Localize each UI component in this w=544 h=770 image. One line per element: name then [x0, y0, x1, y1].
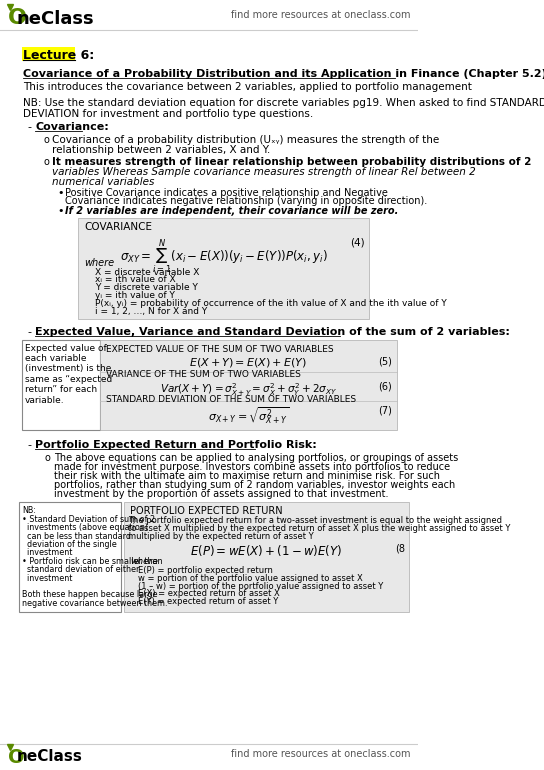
- Text: O: O: [8, 748, 24, 768]
- Text: Covariance:: Covariance:: [35, 122, 109, 132]
- Text: STANDARD DEVIATION OF THE SUM OF TWO VARIABLES: STANDARD DEVIATION OF THE SUM OF TWO VAR…: [106, 395, 356, 404]
- Text: • Portfolio risk can be smaller than: • Portfolio risk can be smaller than: [22, 557, 163, 566]
- Text: -: -: [28, 122, 32, 132]
- Text: o: o: [43, 136, 49, 146]
- Text: yᵢ = ith value of Y: yᵢ = ith value of Y: [95, 291, 175, 300]
- Text: Both these happen because large: Both these happen because large: [22, 591, 158, 599]
- FancyBboxPatch shape: [19, 501, 121, 612]
- Text: where: where: [130, 557, 158, 566]
- FancyBboxPatch shape: [100, 340, 397, 430]
- Text: variables Whereas Sample covariance measures strength of linear Rel between 2: variables Whereas Sample covariance meas…: [52, 167, 476, 177]
- Text: neClass: neClass: [17, 10, 95, 28]
- Text: neClass: neClass: [17, 749, 83, 765]
- Text: X = discrete variable X: X = discrete variable X: [95, 267, 200, 276]
- Text: Covariance of a Probability Distribution and its Application in Finance (Chapter: Covariance of a Probability Distribution…: [23, 69, 544, 79]
- Text: Portfolio Expected Return and Portfolio Risk:: Portfolio Expected Return and Portfolio …: [35, 440, 317, 450]
- Text: E(X) = expected return of asset X: E(X) = expected return of asset X: [138, 589, 280, 598]
- Text: $E(P) = wE(X) + (1 - w)E(Y)$: $E(P) = wE(X) + (1 - w)E(Y)$: [190, 543, 343, 558]
- Text: (4): (4): [350, 238, 364, 248]
- Text: $E(X + Y) = E(X) + E(Y)$: $E(X + Y) = E(X) + E(Y)$: [189, 357, 307, 370]
- Text: xᵢ = ith value of X: xᵢ = ith value of X: [95, 276, 176, 284]
- Text: PORTFOLIO EXPECTED RETURN: PORTFOLIO EXPECTED RETURN: [130, 507, 283, 517]
- Text: find more resources at oneclass.com: find more resources at oneclass.com: [231, 749, 411, 759]
- Text: can be less than standard: can be less than standard: [22, 531, 131, 541]
- Text: find more resources at oneclass.com: find more resources at oneclass.com: [231, 10, 411, 20]
- Text: investment: investment: [22, 548, 73, 557]
- Text: Lecture 6:: Lecture 6:: [23, 49, 94, 62]
- Text: Covariance indicates negative relationship (varying in opposite direction).: Covariance indicates negative relationsh…: [65, 196, 427, 206]
- Text: o: o: [43, 157, 49, 167]
- Text: E(Y) = expected return of asset Y: E(Y) = expected return of asset Y: [138, 598, 278, 606]
- Text: -: -: [28, 440, 32, 450]
- FancyBboxPatch shape: [22, 340, 100, 430]
- Text: $\sigma_{XY} = \sum_{i=1}^{N}(x_i - E(X))(y_i - E(Y))P(x_i,y_i)$: $\sigma_{XY} = \sum_{i=1}^{N}(x_i - E(X)…: [120, 238, 327, 276]
- Text: to asset X multiplied by the expected return of asset X plus the weight assigned: to asset X multiplied by the expected re…: [128, 524, 510, 534]
- Text: $Var(X + Y) = \sigma^2_{X+Y} = \sigma^2_X + \sigma^2_Y + 2\sigma_{XY}$: $Var(X + Y) = \sigma^2_{X+Y} = \sigma^2_…: [160, 381, 337, 398]
- Text: (8: (8: [394, 543, 405, 553]
- Text: (5): (5): [379, 357, 392, 367]
- Text: o: o: [45, 454, 51, 464]
- Text: DEVIATION for investment and portfolio type questions.: DEVIATION for investment and portfolio t…: [23, 109, 313, 119]
- Text: NB: Use the standard deviation equation for discrete variables pg19. When asked : NB: Use the standard deviation equation …: [23, 98, 544, 108]
- Text: w = portion of the portfolio value assigned to asset X: w = portion of the portfolio value assig…: [138, 574, 362, 583]
- Text: COVARIANCE: COVARIANCE: [85, 223, 153, 232]
- Text: P(xᵢ, yᵢ) = probability of occurrence of the ith value of X and the ith value of: P(xᵢ, yᵢ) = probability of occurrence of…: [95, 300, 447, 308]
- Text: made for investment purpose. Investors combine assets into portfolios to reduce: made for investment purpose. Investors c…: [54, 462, 450, 472]
- Text: portfolios, rather than studying sum of 2 random variables, investor weights eac: portfolios, rather than studying sum of …: [54, 480, 455, 490]
- Text: Expected value of
each variable
(investment) is the
same as “expected
return” fo: Expected value of each variable (investm…: [24, 343, 112, 404]
- FancyBboxPatch shape: [78, 218, 369, 319]
- Text: Covariance of a probability distribution (Uₓᵧ) measures the strength of the: Covariance of a probability distribution…: [52, 136, 440, 146]
- Text: E(P) = portfolio expected return: E(P) = portfolio expected return: [138, 566, 273, 574]
- FancyBboxPatch shape: [22, 48, 76, 61]
- Text: •: •: [57, 206, 64, 216]
- Text: deviation of the single: deviation of the single: [22, 540, 117, 549]
- Text: Expected Value, Variance and Standard Deviation of the sum of 2 variables:: Expected Value, Variance and Standard De…: [35, 326, 510, 336]
- Text: relationship between 2 variables, X and Y.: relationship between 2 variables, X and …: [52, 145, 270, 155]
- Text: VARIANCE OF THE SUM OF TWO VARIABLES: VARIANCE OF THE SUM OF TWO VARIABLES: [106, 370, 301, 380]
- Text: negative covariance between them.: negative covariance between them.: [22, 599, 168, 608]
- Text: investment: investment: [22, 574, 73, 583]
- Text: numerical variables: numerical variables: [52, 177, 154, 187]
- FancyBboxPatch shape: [124, 501, 409, 612]
- Text: -: -: [28, 326, 32, 336]
- Text: standard deviation of either: standard deviation of either: [22, 565, 140, 574]
- Text: investment by the proportion of assets assigned to that investment.: investment by the proportion of assets a…: [54, 489, 388, 499]
- Text: their risk with the ultimate aim to maximise return and minimise risk. For such: their risk with the ultimate aim to maxi…: [54, 471, 440, 481]
- Text: If 2 variables are independent, their covariance will be zero.: If 2 variables are independent, their co…: [65, 206, 398, 216]
- Text: (6): (6): [379, 381, 392, 391]
- Text: (1 – w) = portion of the portfolio value assigned to asset Y: (1 – w) = portion of the portfolio value…: [138, 581, 383, 591]
- Text: O: O: [8, 8, 27, 28]
- Text: The above equations can be applied to analysing portfolios, or groupings of asse: The above equations can be applied to an…: [54, 454, 458, 464]
- Text: Y = discrete variable Y: Y = discrete variable Y: [95, 283, 198, 293]
- Text: NB:: NB:: [22, 507, 36, 515]
- Text: EXPECTED VALUE OF THE SUM OF TWO VARIABLES: EXPECTED VALUE OF THE SUM OF TWO VARIABL…: [106, 345, 334, 353]
- Text: The portfolio expected return for a two-asset investment is equal to the weight : The portfolio expected return for a two-…: [128, 517, 502, 525]
- Text: multiplied by the expected return of asset Y: multiplied by the expected return of ass…: [128, 532, 313, 541]
- Text: •: •: [57, 188, 64, 198]
- Text: It measures strength of linear relationship between probability distributions of: It measures strength of linear relations…: [52, 157, 531, 167]
- Text: This introduces the covariance between 2 variables, applied to portfolio managem: This introduces the covariance between 2…: [23, 82, 472, 92]
- Text: (7): (7): [379, 406, 392, 416]
- Text: Positive Covariance indicates a positive relationship and Negative: Positive Covariance indicates a positive…: [65, 188, 387, 198]
- Text: where: where: [85, 258, 115, 268]
- Text: • Standard Deviation of sum of 2: • Standard Deviation of sum of 2: [22, 515, 156, 524]
- Text: $\sigma_{X+Y} = \sqrt{\sigma^2_{X+Y}}$: $\sigma_{X+Y} = \sqrt{\sigma^2_{X+Y}}$: [208, 406, 289, 426]
- Text: investments (above equation): investments (above equation): [22, 524, 149, 532]
- Text: i = 1, 2, …, N for X and Y: i = 1, 2, …, N for X and Y: [95, 307, 208, 316]
